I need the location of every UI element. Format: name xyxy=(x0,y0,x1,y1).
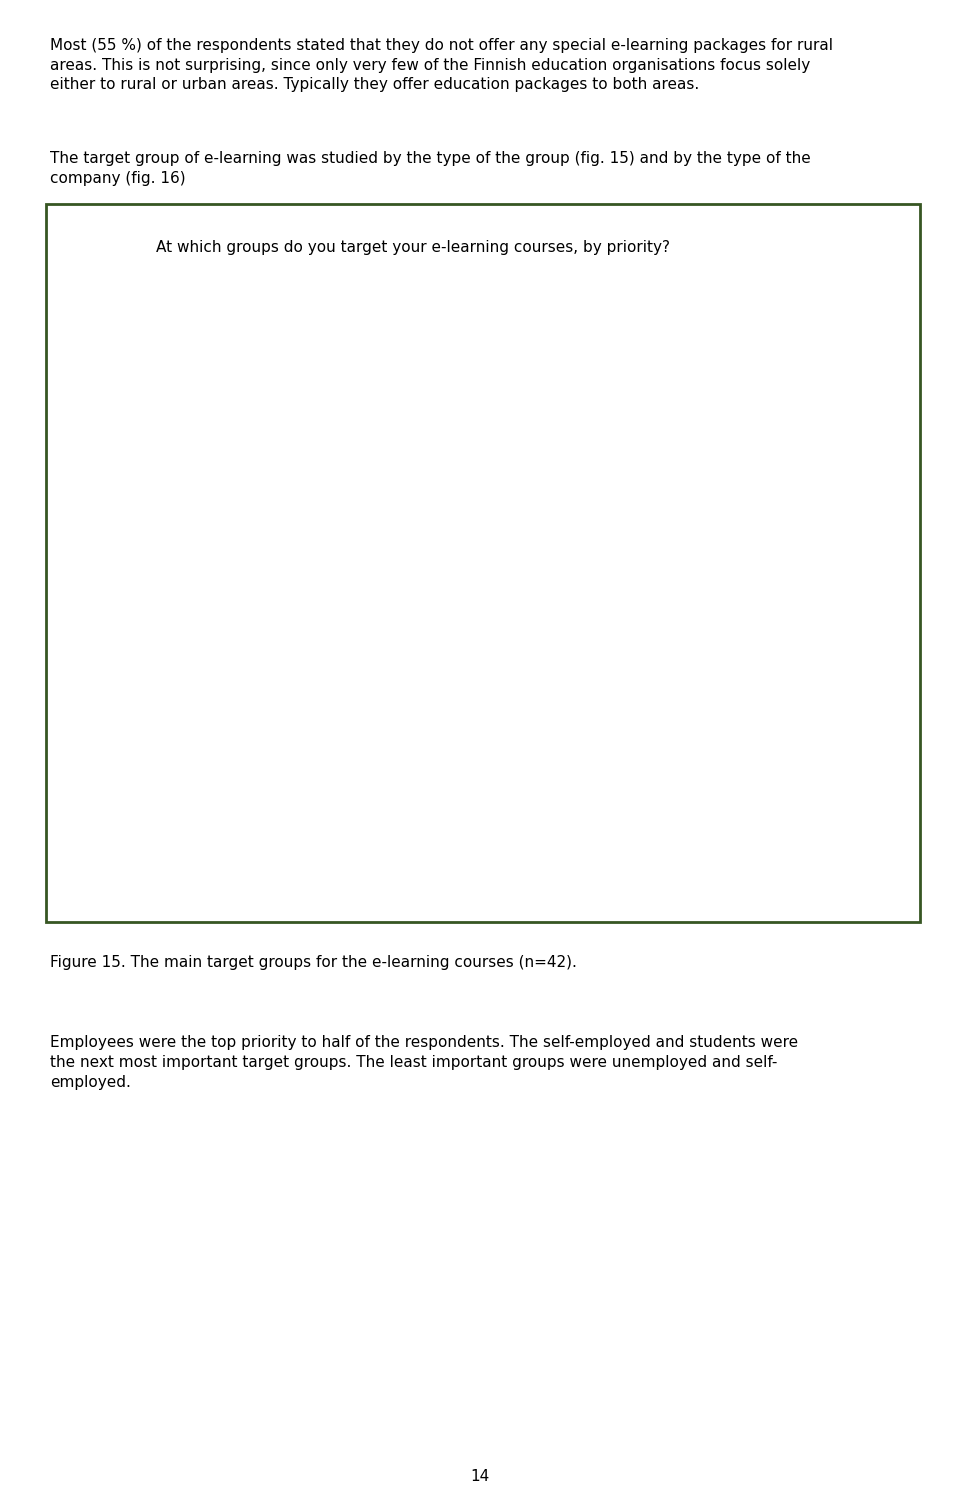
Bar xyxy=(252,409,308,597)
Legend: Top Priority, Large Priority, Medium Priority, Small Priority, No priority: Top Priority, Large Priority, Medium Pri… xyxy=(658,298,783,399)
Bar xyxy=(456,701,512,751)
Bar xyxy=(456,573,512,701)
Text: 14: 14 xyxy=(470,1469,490,1484)
Bar xyxy=(354,340,410,488)
Bar xyxy=(354,280,410,340)
Text: The target group of e-learning was studied by the type of the group (fig. 15) an: The target group of e-learning was studi… xyxy=(50,151,810,186)
Text: At which groups do you target your e-learning courses, by priority?: At which groups do you target your e-lea… xyxy=(156,240,670,255)
Bar xyxy=(252,597,308,662)
Bar xyxy=(151,523,206,651)
Bar xyxy=(558,280,613,364)
Bar xyxy=(252,280,308,409)
Bar xyxy=(354,612,410,727)
Bar xyxy=(558,706,613,716)
Bar xyxy=(151,651,206,736)
Bar xyxy=(252,727,308,786)
Bar xyxy=(151,736,206,762)
Bar xyxy=(151,286,206,523)
Text: Figure 15. The main target groups for the e-learning courses (n=42).: Figure 15. The main target groups for th… xyxy=(50,955,577,970)
Bar xyxy=(354,488,410,612)
Bar xyxy=(456,434,512,573)
Bar xyxy=(354,727,410,786)
Text: Most (55 %) of the respondents stated that they do not offer any special e-learn: Most (55 %) of the respondents stated th… xyxy=(50,38,833,92)
Bar xyxy=(252,662,308,727)
Bar xyxy=(456,280,512,434)
Bar xyxy=(456,751,512,786)
Bar xyxy=(151,762,206,786)
Bar xyxy=(558,364,613,553)
Bar xyxy=(558,553,613,706)
Text: Employees were the top priority to half of the respondents. The self-employed an: Employees were the top priority to half … xyxy=(50,1035,798,1089)
Bar xyxy=(558,716,613,786)
